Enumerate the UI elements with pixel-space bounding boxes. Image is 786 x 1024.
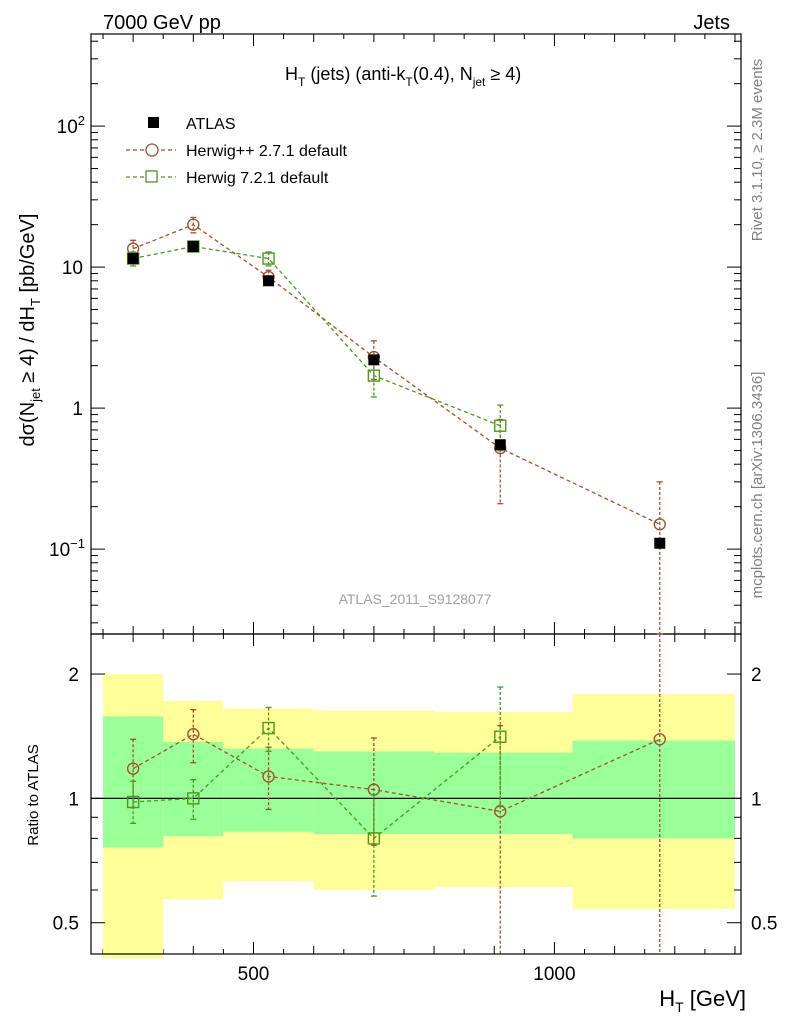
header-left: 7000 GeV pp <box>103 12 221 34</box>
legend-herwig7-marker <box>145 170 158 183</box>
data-point <box>368 354 380 366</box>
y-tick-label: 10 <box>62 258 83 279</box>
ratio-y-tick-label: 1 <box>68 789 79 810</box>
data-point <box>494 419 507 432</box>
analysis-watermark: ATLAS_2011_S9128077 <box>339 591 492 607</box>
site-label: mcplots.cern.ch [arXiv:1306.3436] <box>749 372 766 599</box>
legend-atlas-marker <box>148 117 159 128</box>
legend-herwigpp-marker <box>145 143 159 157</box>
data-point <box>187 728 200 741</box>
x-tick-label: 1000 <box>533 964 575 985</box>
ratio-xlabel: HT [GeV] <box>659 986 746 1015</box>
rivet-label: Rivet 3.1.10, ≥ 2.3M events <box>749 59 766 242</box>
data-point <box>262 252 275 265</box>
y-tick-label: 1 <box>72 399 83 420</box>
data-point <box>653 733 666 746</box>
data-point <box>187 792 200 805</box>
y-tick-label: 10−1 <box>49 536 85 561</box>
ratio-y-tick-label: 0.5 <box>53 914 79 935</box>
data-point <box>262 770 275 783</box>
data-point <box>654 537 666 549</box>
data-point <box>262 721 275 735</box>
ratio-y-tick-label-right: 2 <box>751 665 762 686</box>
legend-atlas-label: ATLAS <box>186 116 236 133</box>
ratio-y-tick-label-right: 0.5 <box>751 914 777 935</box>
data-point <box>263 275 275 287</box>
green-band <box>434 752 573 834</box>
data-point <box>367 369 381 382</box>
legend-herwig7-label: Herwig 7.2.1 default <box>186 170 329 187</box>
data-point <box>494 439 506 451</box>
data-point <box>126 795 140 809</box>
series-line <box>132 223 661 525</box>
ratio-frame <box>90 633 742 955</box>
data-point <box>653 518 666 531</box>
ratio-y-tick-label-right: 1 <box>751 789 762 810</box>
y-tick-label: 102 <box>57 113 85 138</box>
legend-herwigpp-label: Herwig++ 2.7.1 default <box>186 143 348 160</box>
data-point <box>494 730 507 743</box>
ratio-y-tick-label: 2 <box>68 665 79 686</box>
legend: ATLAS Herwig++ 2.7.1 default Herwig 7.2.… <box>126 116 348 187</box>
main-panel: 10−1 1 10 102 <box>49 33 742 954</box>
ratio-ylabel: Ratio to ATLAS <box>25 744 42 845</box>
series-line <box>133 245 501 427</box>
series-line <box>132 733 661 813</box>
main-title: HT (jets) (anti-kT(0.4), Njet ≥ 4) <box>285 64 521 89</box>
main-ylabel: dσ(Njet ≥ 4) / dHT [pb/GeV] <box>17 214 43 447</box>
x-tick-label: 500 <box>238 964 270 985</box>
data-point <box>127 253 139 265</box>
green-band <box>572 740 735 839</box>
data-point <box>187 241 199 253</box>
data-point <box>126 762 140 775</box>
header-right: Jets <box>693 12 730 34</box>
data-point <box>367 832 381 845</box>
data-point <box>187 218 200 231</box>
ratio-panel: 500 1000 0.5 0.5 1 1 2 2 <box>53 34 777 985</box>
